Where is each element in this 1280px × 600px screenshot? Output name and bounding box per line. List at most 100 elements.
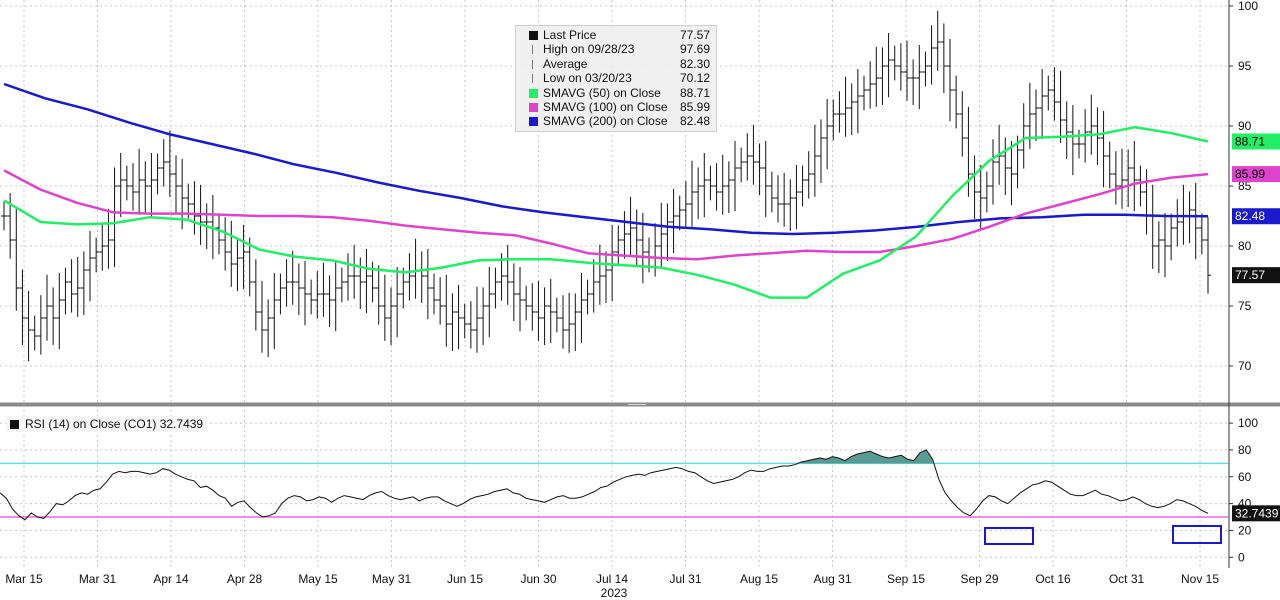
rsi-y-tick-label: 100 xyxy=(1238,416,1258,430)
price-bar xyxy=(928,25,935,85)
price-bar xyxy=(474,286,480,353)
price-bar xyxy=(590,259,597,313)
price-bar xyxy=(572,293,579,351)
price-bar xyxy=(394,267,401,338)
price-bar xyxy=(1008,141,1015,206)
price-bar xyxy=(873,46,880,107)
price-bar xyxy=(879,47,886,105)
svg-text:82.48: 82.48 xyxy=(1235,209,1265,223)
price-bar xyxy=(191,181,198,235)
price-bar xyxy=(535,280,542,341)
price-bar xyxy=(74,256,81,317)
legend-row: SMAVG (50) on Close 88.71 xyxy=(516,86,716,100)
sma100-line xyxy=(3,169,1209,261)
price-bar xyxy=(689,160,695,227)
x-tick-label: May 31 xyxy=(372,572,412,586)
price-bar xyxy=(234,239,241,291)
price-bar xyxy=(1162,213,1168,278)
price-bar xyxy=(947,39,953,122)
price-bar xyxy=(93,237,100,273)
svg-text:88.71: 88.71 xyxy=(1235,134,1265,148)
price-bar xyxy=(818,119,824,183)
price-bar xyxy=(424,249,431,320)
legend-label: SMAVG (200) on Close xyxy=(543,114,668,129)
sma50-value-tag: 88.71 xyxy=(1232,133,1280,150)
price-bar xyxy=(523,285,530,321)
rsi-line xyxy=(0,449,1209,521)
price-bar xyxy=(1063,101,1070,159)
price-bar xyxy=(1174,199,1181,247)
x-tick-label: Oct 31 xyxy=(1109,572,1145,586)
price-bar xyxy=(289,250,296,305)
price-bar xyxy=(173,155,179,213)
price-bar xyxy=(111,167,118,267)
x-year-label: 2023 xyxy=(601,586,628,600)
low-marker-icon xyxy=(532,74,534,84)
price-bar xyxy=(916,45,923,110)
price-bar xyxy=(805,151,812,199)
x-tick-label: Aug 31 xyxy=(813,572,851,586)
price-bar xyxy=(277,273,284,315)
price-bar xyxy=(959,91,966,157)
legend-row: Average 82.30 xyxy=(516,57,716,71)
price-bar xyxy=(50,287,57,345)
legend-color-swatch xyxy=(529,88,538,98)
price-bar xyxy=(584,279,591,315)
x-tick-label: Apr 14 xyxy=(153,572,189,586)
price-bar xyxy=(566,292,573,353)
legend-color-swatch xyxy=(529,102,538,112)
price-bar xyxy=(431,273,437,315)
price-bar xyxy=(732,141,738,212)
price-bar xyxy=(437,277,444,325)
price-bar xyxy=(504,244,511,305)
price-bar xyxy=(1069,105,1076,176)
price-bar xyxy=(400,267,407,309)
price-bar xyxy=(99,223,106,271)
price-bar xyxy=(664,203,671,261)
price-legend: Last Price 77.57 High on 09/28/23 97.69 Aver… xyxy=(515,25,717,132)
price-y-tick-label: 90 xyxy=(1238,119,1252,133)
legend-label: Average xyxy=(543,56,588,71)
price-bar xyxy=(738,147,745,183)
price-bar xyxy=(1033,89,1039,141)
price-bar xyxy=(842,76,849,137)
price-bar xyxy=(480,287,487,345)
price-bar xyxy=(1205,217,1211,294)
sma50-line xyxy=(3,125,1209,299)
price-bar xyxy=(31,315,38,351)
sma200-line xyxy=(3,82,1209,236)
price-bar xyxy=(252,259,259,331)
rsi-highlight-box xyxy=(1172,525,1222,544)
price-bar xyxy=(719,154,726,215)
x-tick-label: Nov 15 xyxy=(1181,572,1219,586)
price-bar xyxy=(676,195,683,231)
rsi-legend: RSI (14) on Close (CO1) 32.7439 xyxy=(6,416,208,432)
legend-value: 82.30 xyxy=(679,56,710,71)
legend-value: 88.71 xyxy=(679,85,710,100)
price-bar xyxy=(142,161,149,213)
legend-row: Low on 03/20/23 70.12 xyxy=(516,71,716,85)
rsi-legend-marker xyxy=(10,420,19,429)
x-tick-label: Jun 15 xyxy=(447,572,483,586)
svg-text:32.7439: 32.7439 xyxy=(1235,506,1279,520)
price-bar xyxy=(1088,94,1095,155)
price-bar xyxy=(1131,141,1138,212)
rsi-legend-label: RSI (14) on Close (CO1) 32.7439 xyxy=(25,417,204,431)
price-bar xyxy=(1155,221,1162,273)
price-bar xyxy=(744,133,751,181)
price-bar xyxy=(381,274,388,341)
price-bar xyxy=(117,153,124,218)
x-tick-label: Jul 14 xyxy=(596,572,628,586)
price-bar xyxy=(375,265,382,325)
x-tick-label: May 15 xyxy=(298,572,338,586)
price-bar xyxy=(179,159,186,230)
legend-value: 70.12 xyxy=(679,71,710,86)
price-bar xyxy=(781,172,788,227)
price-bar xyxy=(922,51,929,87)
price-bar xyxy=(1020,103,1027,169)
legend-value: 82.48 xyxy=(679,114,710,129)
price-bar xyxy=(1100,111,1107,188)
price-bar xyxy=(775,175,781,223)
rsi-y-tick-label: 20 xyxy=(1238,523,1252,537)
legend-label: High on 09/28/23 xyxy=(543,42,635,57)
